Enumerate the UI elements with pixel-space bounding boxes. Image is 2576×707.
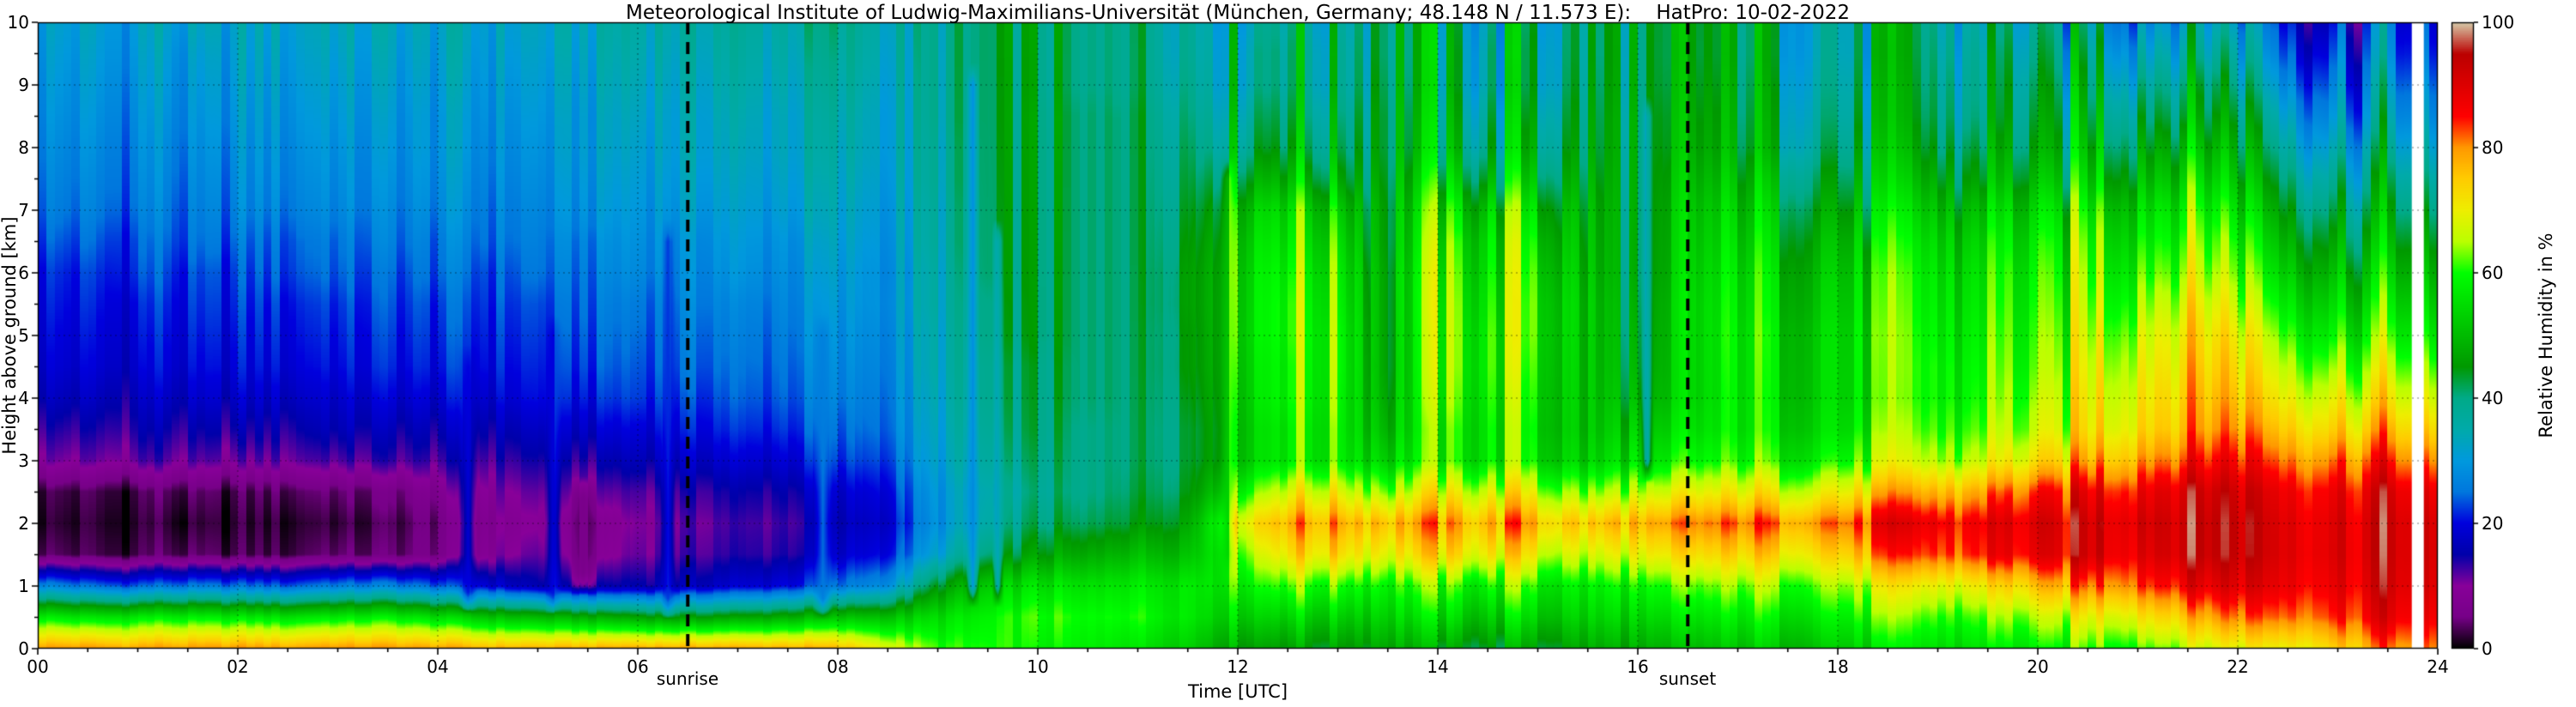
y-tick-label-5: 5 <box>18 325 29 346</box>
x-tick-label-14: 14 <box>1427 656 1449 677</box>
y-tick-label-6: 6 <box>18 263 29 283</box>
sunset-annotation: sunset <box>1658 668 1717 689</box>
x-tick-label-10: 10 <box>1027 656 1049 677</box>
x-tick-label-24: 24 <box>2427 656 2449 677</box>
y-tick-label-4: 4 <box>18 388 29 408</box>
y-tick-label-3: 3 <box>18 450 29 471</box>
x-tick-label-06: 06 <box>627 656 649 677</box>
colorbar-tick-label-0: 0 <box>2482 638 2493 659</box>
sunrise-annotation: sunrise <box>656 668 719 689</box>
x-tick-label-22: 22 <box>2227 656 2249 677</box>
colorbar-tick-label-20: 20 <box>2482 513 2504 534</box>
x-tick-label-18: 18 <box>1827 656 1849 677</box>
colorbar-label: Relative Humidity in % <box>2536 233 2556 438</box>
y-tick-label-9: 9 <box>18 75 29 95</box>
y-tick-label-8: 8 <box>18 137 29 158</box>
figure-title: Meteorological Institute of Ludwig-Maxim… <box>625 2 1851 24</box>
x-tick-label-08: 08 <box>827 656 849 677</box>
x-axis-label: Time [UTC] <box>1187 681 1288 702</box>
x-tick-label-20: 20 <box>2027 656 2049 677</box>
y-tick-label-1: 1 <box>18 576 29 596</box>
colorbar-tick-label-60: 60 <box>2482 263 2504 283</box>
colorbar-tick-label-100: 100 <box>2482 12 2515 33</box>
x-tick-label-16: 16 <box>1627 656 1649 677</box>
y-tick-label-7: 7 <box>18 200 29 221</box>
x-tick-label-02: 02 <box>227 656 249 677</box>
x-tick-label-04: 04 <box>427 656 449 677</box>
colorbar-tick-label-80: 80 <box>2482 137 2504 158</box>
y-axis-label: Height above ground [km] <box>0 216 20 455</box>
x-tick-label-00: 00 <box>27 656 49 677</box>
y-tick-label-10: 10 <box>7 12 29 33</box>
y-tick-label-2: 2 <box>18 513 29 534</box>
x-tick-label-12: 12 <box>1227 656 1249 677</box>
colorbar-tick-label-40: 40 <box>2482 388 2504 408</box>
y-tick-label-0: 0 <box>18 638 29 659</box>
